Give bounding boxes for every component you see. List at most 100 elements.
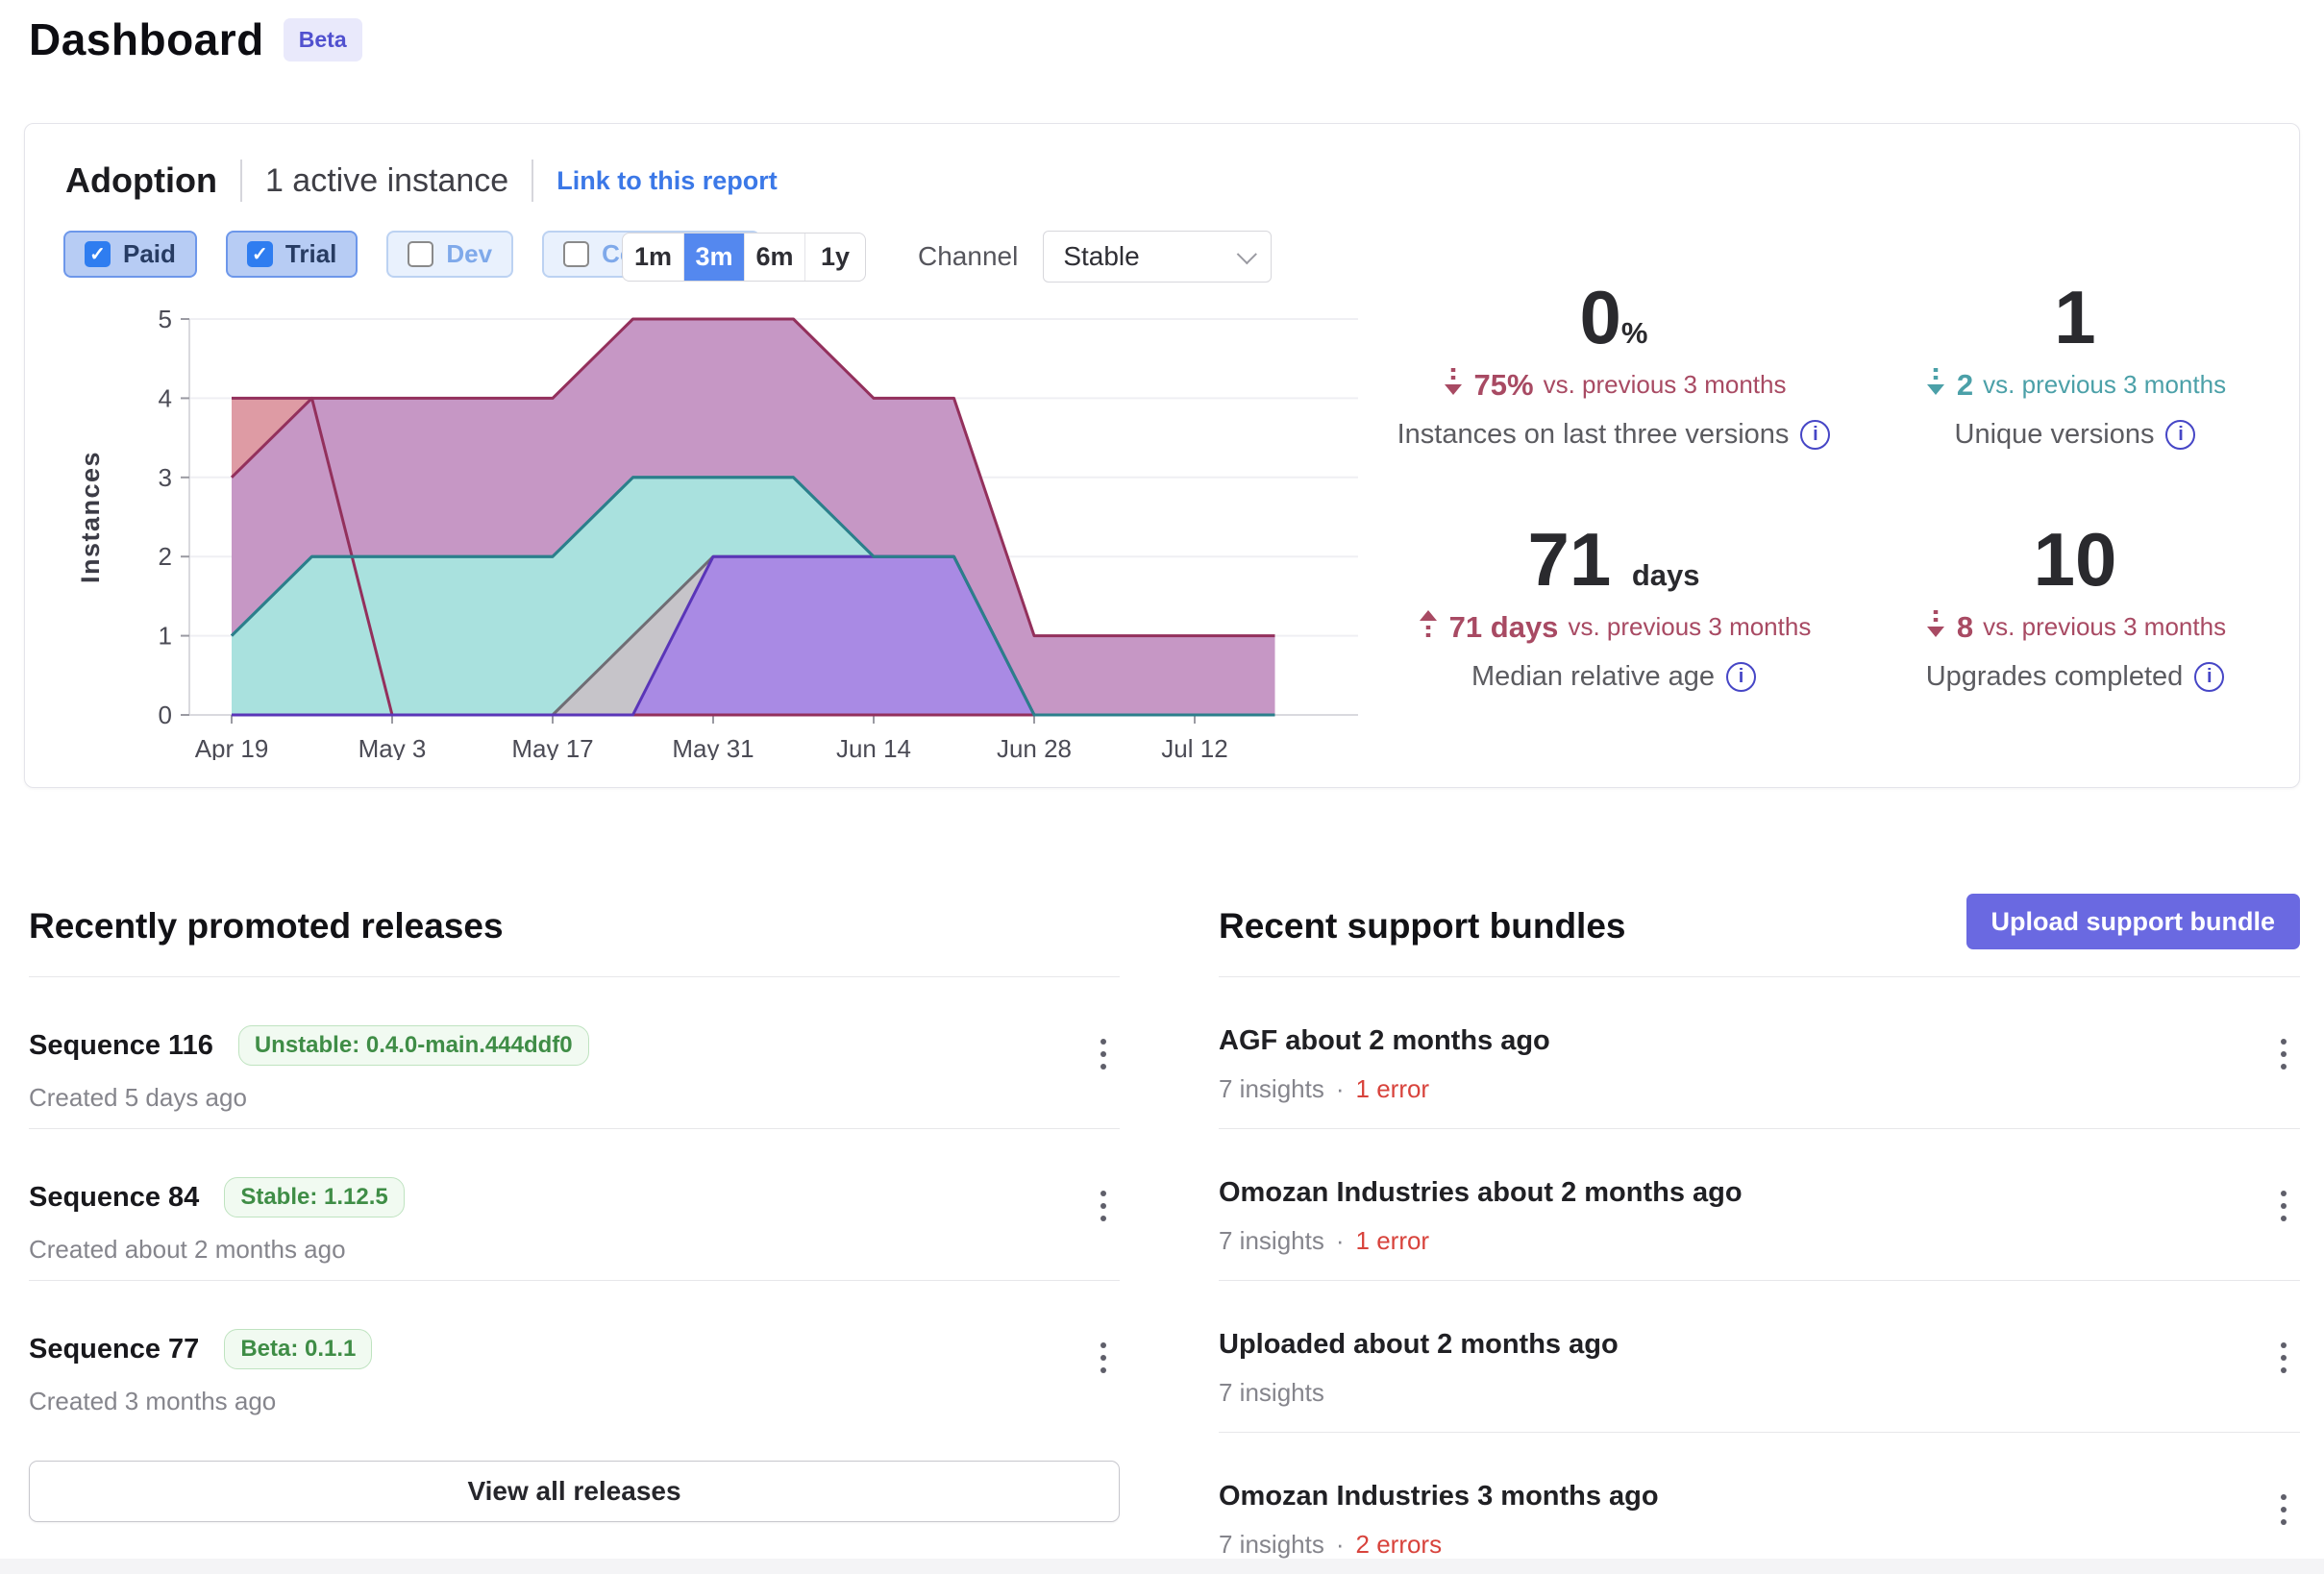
filter-trial[interactable]: Trial bbox=[225, 231, 358, 278]
release-version-badge: Unstable: 0.4.0-main.444ddf0 bbox=[237, 1025, 589, 1067]
delta-value: 75% bbox=[1473, 367, 1534, 402]
link-to-report[interactable]: Link to this report bbox=[556, 165, 778, 195]
adoption-title: Adoption bbox=[65, 160, 217, 200]
beta-badge: Beta bbox=[283, 17, 362, 61]
filter-label: Trial bbox=[284, 239, 337, 268]
range-1y[interactable]: 1y bbox=[804, 233, 865, 281]
trend-down-icon bbox=[1442, 366, 1465, 404]
svg-text:May 3: May 3 bbox=[358, 734, 427, 760]
release-title: Sequence 116 bbox=[29, 1029, 213, 1061]
bundle-errors: 2 errors bbox=[1355, 1530, 1443, 1560]
trend-down-icon bbox=[1924, 366, 1947, 404]
stat-value: 10 bbox=[2033, 517, 2117, 602]
delta-value: 71 days bbox=[1448, 609, 1559, 644]
chart-controls: 1m 3m 6m 1y Channel Stable bbox=[622, 231, 1273, 283]
upload-support-bundle-button[interactable]: Upload support bundle bbox=[1966, 894, 2300, 949]
release-created: Created 5 days ago bbox=[29, 1083, 247, 1113]
page-header: Dashboard Beta bbox=[29, 13, 362, 65]
kebab-menu-icon[interactable] bbox=[1095, 1337, 1112, 1379]
range-6m[interactable]: 6m bbox=[744, 233, 804, 281]
bundle-insights: 7 insights bbox=[1219, 1378, 1324, 1408]
svg-text:Instances: Instances bbox=[76, 451, 105, 583]
filter-label: Paid bbox=[123, 239, 176, 268]
delta-caption: vs. previous 3 months bbox=[1983, 612, 2227, 641]
kebab-menu-icon[interactable] bbox=[1095, 1185, 1112, 1227]
stat-label: Median relative age bbox=[1471, 661, 1716, 692]
stat-label: Upgrades completed bbox=[1925, 661, 2184, 692]
channel-value: Stable bbox=[1063, 241, 1140, 271]
filter-dev[interactable]: Dev bbox=[386, 231, 514, 278]
stat-upgrades-completed: 10 8 vs. previous 3 months Upgrades compl… bbox=[1844, 514, 2306, 756]
range-3m[interactable]: 3m bbox=[683, 233, 744, 281]
stat-unit: days bbox=[1631, 558, 1700, 592]
delta-caption: vs. previous 3 months bbox=[1543, 370, 1787, 399]
release-version-badge: Beta: 0.1.1 bbox=[224, 1329, 373, 1370]
kebab-menu-icon[interactable] bbox=[2275, 1185, 2292, 1227]
adoption-card-header: Adoption 1 active instance Link to this … bbox=[65, 157, 778, 205]
view-all-releases-button[interactable]: View all releases bbox=[29, 1461, 1120, 1523]
info-icon[interactable] bbox=[2194, 662, 2225, 692]
stat-instances-last-three-versions: 0% 75% vs. previous 3 months Instances on… bbox=[1383, 272, 1844, 514]
checkbox-icon bbox=[408, 241, 434, 267]
adoption-chart-svg: 0 1 2 3 4 5 Apr 19 May 3 May 17 May 31 Jun 14 Jun 2… bbox=[76, 305, 1358, 763]
svg-text:4: 4 bbox=[159, 383, 172, 412]
kebab-menu-icon[interactable] bbox=[2275, 1033, 2292, 1075]
filter-paid[interactable]: Paid bbox=[63, 231, 197, 278]
release-version-badge: Stable: 1.12.5 bbox=[224, 1177, 405, 1218]
releases-section: Recently promoted releases Sequence 116 … bbox=[29, 905, 1120, 1523]
svg-text:2: 2 bbox=[159, 542, 172, 571]
svg-text:0: 0 bbox=[159, 701, 172, 729]
bundle-insights: 7 insights bbox=[1219, 1530, 1324, 1560]
stat-unit: % bbox=[1620, 316, 1648, 350]
svg-text:Jun 14: Jun 14 bbox=[836, 734, 911, 760]
bundle-errors: 1 error bbox=[1355, 1074, 1430, 1104]
stat-label: Unique versions bbox=[1954, 419, 2155, 450]
stat-value: 71 bbox=[1527, 517, 1612, 602]
bundle-title: Omozan Industries about 2 months ago bbox=[1219, 1177, 1743, 1209]
adoption-card: Adoption 1 active instance Link to this … bbox=[24, 123, 2300, 788]
adoption-chart[interactable]: 0 1 2 3 4 5 Apr 19 May 3 May 17 May 31 Jun 14 Jun 2… bbox=[74, 305, 1362, 763]
stat-value: 0 bbox=[1579, 275, 1621, 359]
bundle-title: Uploaded about 2 months ago bbox=[1219, 1329, 1619, 1361]
kebab-menu-icon[interactable] bbox=[2275, 1488, 2292, 1531]
bundle-row[interactable]: Uploaded about 2 months ago 7 insights· bbox=[1219, 1280, 2300, 1432]
filter-label: Dev bbox=[446, 239, 493, 268]
release-row[interactable]: Sequence 84 Stable: 1.12.5 Created about… bbox=[29, 1128, 1120, 1280]
bundle-insights: 7 insights bbox=[1219, 1074, 1324, 1104]
bundle-row[interactable]: Omozan Industries 3 months ago 7 insight… bbox=[1219, 1432, 2300, 1574]
release-row[interactable]: Sequence 77 Beta: 0.1.1 Created 3 months… bbox=[29, 1280, 1120, 1432]
checkbox-icon bbox=[246, 241, 273, 267]
chevron-down-icon bbox=[1237, 243, 1258, 264]
kebab-menu-icon[interactable] bbox=[2275, 1337, 2292, 1379]
stat-median-relative-age: 71 days 71 days vs. previous 3 months Med… bbox=[1383, 514, 1844, 756]
trend-down-icon bbox=[1924, 608, 1947, 646]
channel-label: Channel bbox=[918, 241, 1019, 271]
bundle-row[interactable]: AGF about 2 months ago 7 insights · 1 erro… bbox=[1219, 976, 2300, 1128]
stat-value: 1 bbox=[2054, 275, 2096, 359]
page-background-strip bbox=[0, 1559, 2324, 1574]
support-bundles-section: Recent support bundles Upload support bu… bbox=[1219, 894, 2300, 1574]
bundle-row[interactable]: Omozan Industries about 2 months ago 7 i… bbox=[1219, 1128, 2300, 1280]
delta-caption: vs. previous 3 months bbox=[1568, 612, 1812, 641]
time-range-control: 1m 3m 6m 1y bbox=[622, 232, 866, 282]
bundle-errors: 1 error bbox=[1355, 1226, 1430, 1256]
svg-text:5: 5 bbox=[159, 305, 172, 333]
svg-text:May 17: May 17 bbox=[511, 734, 593, 760]
info-icon[interactable] bbox=[1800, 420, 1831, 450]
page-title: Dashboard bbox=[29, 14, 264, 64]
info-icon[interactable] bbox=[2165, 420, 2196, 450]
info-icon[interactable] bbox=[1726, 662, 1757, 692]
release-created: Created 3 months ago bbox=[29, 1387, 277, 1416]
release-created: Created about 2 months ago bbox=[29, 1235, 346, 1265]
range-1m[interactable]: 1m bbox=[633, 241, 673, 271]
channel-select[interactable]: Stable bbox=[1043, 231, 1273, 283]
stat-label: Instances on last three versions bbox=[1397, 419, 1790, 450]
releases-list: Sequence 116 Unstable: 0.4.0-main.444ddf… bbox=[29, 976, 1120, 1432]
release-row[interactable]: Sequence 116 Unstable: 0.4.0-main.444ddf… bbox=[29, 976, 1120, 1128]
active-instance-count: 1 active instance bbox=[264, 161, 509, 199]
kebab-menu-icon[interactable] bbox=[1095, 1033, 1112, 1075]
svg-text:3: 3 bbox=[159, 463, 172, 492]
svg-text:Apr 19: Apr 19 bbox=[195, 734, 269, 760]
bundles-list: AGF about 2 months ago 7 insights · 1 erro… bbox=[1219, 976, 2300, 1574]
releases-heading: Recently promoted releases bbox=[29, 906, 504, 946]
